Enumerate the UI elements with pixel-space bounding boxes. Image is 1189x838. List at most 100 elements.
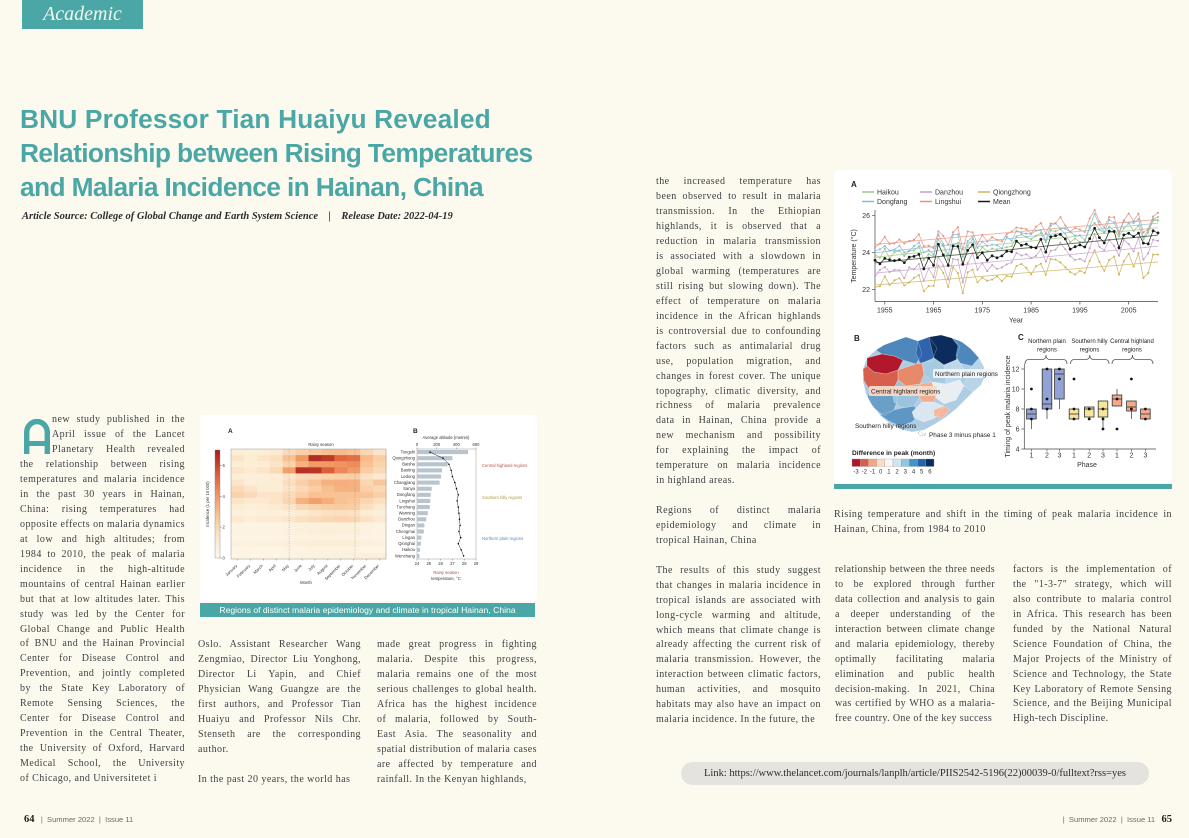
svg-text:1985: 1985 (1023, 308, 1039, 315)
svg-text:March: March (252, 563, 264, 575)
svg-text:Chengmai: Chengmai (396, 529, 415, 534)
svg-text:Difference in peak (month): Difference in peak (month) (852, 450, 935, 457)
svg-text:6: 6 (223, 463, 226, 468)
svg-text:-2: -2 (862, 470, 868, 476)
svg-text:Lingshui: Lingshui (399, 498, 415, 503)
svg-text:Tunchang: Tunchang (397, 504, 416, 509)
svg-text:Lingao: Lingao (402, 535, 415, 540)
svg-text:24: 24 (862, 250, 870, 257)
svg-text:Mean: Mean (993, 199, 1011, 206)
svg-text:Month: Month (300, 580, 312, 585)
svg-text:0: 0 (416, 442, 419, 447)
svg-text:Timing of peak malaria inciden: Timing of peak malaria incidence (1005, 355, 1012, 457)
svg-text:Phase 3 minus phase 1: Phase 3 minus phase 1 (929, 432, 996, 439)
svg-text:Incidence (1 per 10 000): Incidence (1 per 10 000) (205, 481, 210, 527)
svg-text:-3: -3 (853, 470, 859, 476)
svg-text:Danzhou: Danzhou (935, 190, 963, 197)
svg-text:Rainy season: Rainy season (433, 570, 459, 575)
svg-text:2: 2 (1087, 453, 1091, 460)
svg-text:12: 12 (1012, 367, 1020, 374)
svg-text:A: A (851, 180, 857, 189)
svg-text:temperature, °C: temperature, °C (431, 576, 461, 581)
svg-text:Wanning: Wanning (399, 511, 416, 516)
svg-text:1965: 1965 (926, 308, 942, 315)
svg-text:2: 2 (1129, 453, 1133, 460)
svg-text:4: 4 (1016, 447, 1020, 454)
svg-text:1: 1 (1115, 453, 1119, 460)
svg-text:Central highland regions: Central highland regions (871, 389, 940, 396)
svg-text:regions: regions (1037, 348, 1057, 354)
svg-text:27: 27 (450, 561, 455, 566)
svg-text:Central highland regions: Central highland regions (482, 463, 527, 468)
svg-text:4: 4 (223, 494, 226, 499)
svg-text:-1: -1 (870, 470, 876, 476)
svg-text:regions: regions (1122, 348, 1142, 354)
svg-text:24: 24 (415, 561, 420, 566)
svg-text:600: 600 (473, 442, 481, 447)
svg-text:200: 200 (433, 442, 441, 447)
svg-text:B: B (854, 334, 860, 343)
svg-text:Haikou: Haikou (877, 190, 899, 197)
svg-text:28: 28 (462, 561, 467, 566)
svg-text:Southern hilly: Southern hilly (1071, 339, 1107, 345)
svg-text:Tongshi: Tongshi (401, 449, 416, 454)
svg-text:June: June (293, 563, 303, 573)
svg-text:5: 5 (920, 470, 924, 476)
svg-text:Southern hilly regions: Southern hilly regions (482, 495, 522, 500)
svg-text:3: 3 (1143, 453, 1147, 460)
svg-text:8: 8 (1016, 407, 1020, 414)
svg-text:400: 400 (453, 442, 461, 447)
svg-text:1: 1 (1029, 453, 1033, 460)
svg-text:regions: regions (1080, 348, 1100, 354)
svg-text:3: 3 (1101, 453, 1105, 460)
svg-text:February: February (236, 563, 252, 579)
svg-text:6: 6 (1016, 427, 1020, 434)
svg-text:Lingshui: Lingshui (935, 199, 962, 206)
svg-text:July: July (307, 563, 316, 572)
svg-text:Year: Year (1009, 318, 1024, 325)
svg-text:26: 26 (438, 561, 443, 566)
svg-text:1975: 1975 (975, 308, 991, 315)
svg-text:Dingan: Dingan (402, 523, 416, 528)
svg-text:Qiongzhong: Qiongzhong (993, 190, 1031, 197)
svg-text:10: 10 (1012, 387, 1020, 394)
svg-text:3: 3 (1057, 453, 1061, 460)
svg-text:3: 3 (904, 470, 908, 476)
svg-text:29: 29 (474, 561, 479, 566)
svg-text:2: 2 (895, 470, 899, 476)
svg-text:2: 2 (223, 525, 226, 530)
svg-text:Northern plain: Northern plain (1028, 339, 1066, 345)
svg-text:Dongfang: Dongfang (877, 199, 907, 206)
svg-text:Rainy season: Rainy season (308, 442, 334, 447)
svg-text:A: A (228, 428, 233, 435)
svg-text:Baisha: Baisha (402, 462, 415, 467)
svg-text:22: 22 (862, 287, 870, 294)
svg-text:Average altitude (metres): Average altitude (metres) (423, 435, 471, 440)
svg-text:Danzhou: Danzhou (398, 517, 415, 522)
svg-text:Ledong: Ledong (401, 474, 416, 479)
svg-text:C: C (1018, 333, 1024, 342)
svg-text:Dongfang: Dongfang (397, 492, 416, 497)
svg-text:1: 1 (887, 470, 891, 476)
svg-text:1955: 1955 (877, 308, 893, 315)
svg-text:25: 25 (426, 561, 431, 566)
svg-text:Temperature (°C): Temperature (°C) (850, 229, 858, 283)
svg-text:Sanya: Sanya (403, 486, 416, 491)
svg-text:Haikou: Haikou (402, 547, 416, 552)
svg-text:26: 26 (862, 213, 870, 220)
svg-text:1995: 1995 (1072, 308, 1088, 315)
svg-text:Central highland: Central highland (1110, 339, 1154, 345)
svg-text:Qiongzhong: Qiongzhong (392, 456, 415, 461)
svg-text:May: May (281, 563, 291, 573)
svg-text:Wenchang: Wenchang (395, 553, 416, 558)
svg-text:April: April (267, 563, 277, 573)
svg-text:Qionghai: Qionghai (398, 541, 415, 546)
svg-text:0: 0 (223, 556, 226, 561)
svg-text:0: 0 (879, 470, 883, 476)
svg-text:2005: 2005 (1121, 308, 1137, 315)
svg-text:Phase: Phase (1077, 462, 1097, 469)
svg-text:Northern plain regions: Northern plain regions (482, 536, 523, 541)
svg-text:Northern plain regions: Northern plain regions (935, 371, 998, 378)
svg-text:Changjiang: Changjiang (394, 480, 416, 485)
svg-text:6: 6 (928, 470, 932, 476)
